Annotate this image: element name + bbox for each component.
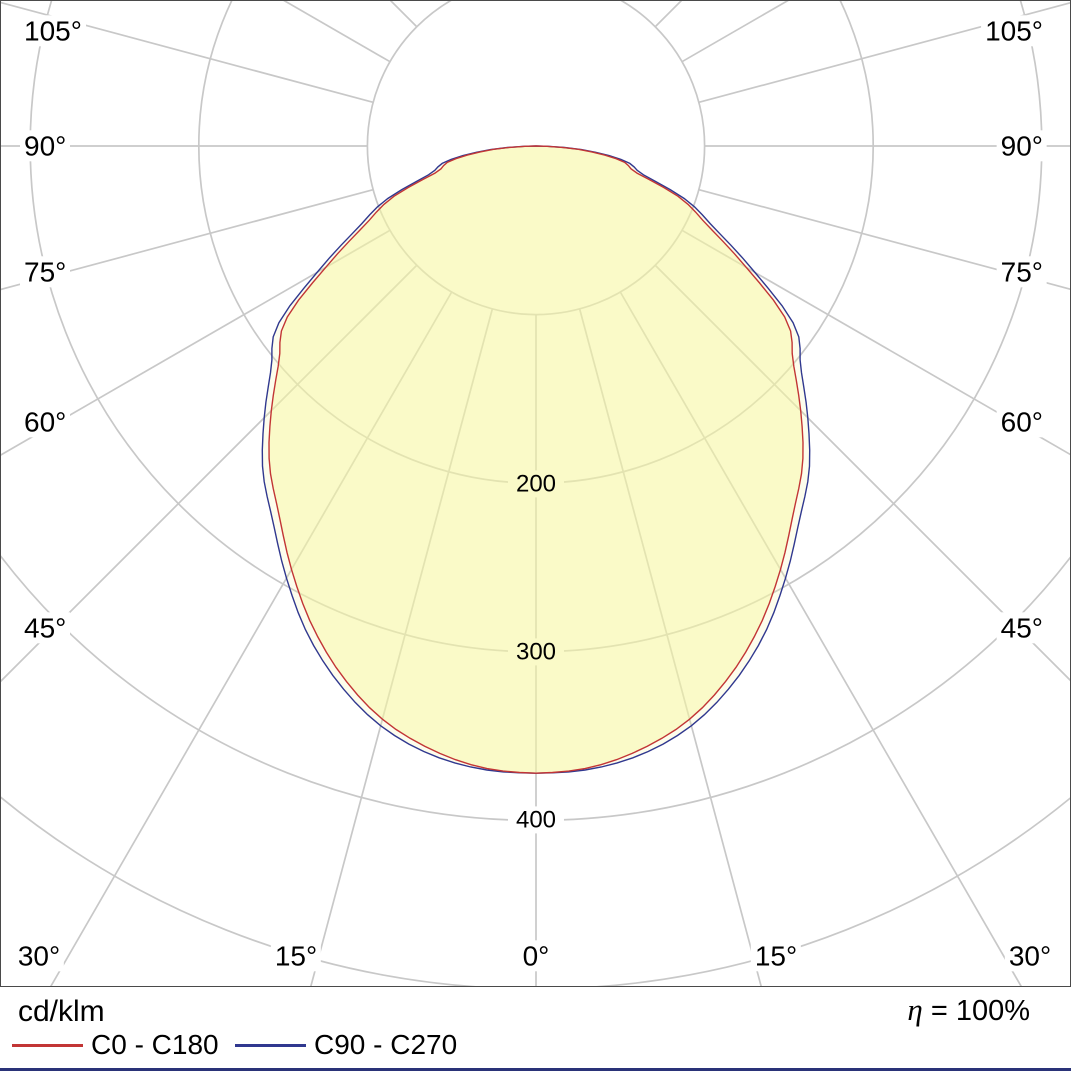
legend-item-c0: C0 - C180 [12, 1031, 219, 1059]
grid-ray-30 [619, 291, 1022, 986]
ring-label-400: 400 [507, 806, 565, 834]
c0-curve [268, 145, 804, 774]
angle-label-right-105: 105° [981, 15, 1047, 47]
plot-labels-layer: 105° 90° 75° 60° 45° 105° 90° 75° 60° 45° 30° 15° 0°… [13, 15, 1056, 972]
angle-label-bottom-1: 15° [270, 940, 322, 972]
grid-ray-75 [1, 188, 374, 291]
angle-label-left-45: 45° [20, 612, 71, 644]
angle-label-left-60: 60° [20, 406, 71, 438]
eta-symbol: η [907, 992, 923, 1027]
angle-label-left-105: 105° [20, 15, 86, 47]
units-label: cd/klm [18, 995, 105, 1028]
grid-ray-15 [578, 308, 762, 986]
angle-label-right-75: 75° [996, 256, 1047, 288]
angle-label-right-45: 45° [996, 612, 1047, 644]
legend-line-c0 [12, 1043, 83, 1047]
angle-label-right-90: 90° [996, 130, 1047, 162]
angle-label-bottom-4: 30° [1004, 940, 1056, 972]
angle-label-left-90: 90° [20, 130, 71, 162]
legend-bar: cd/klm C0 - C180 C90 - C270 η = 100% [0, 987, 1071, 1073]
angle-label-left-75: 75° [20, 256, 71, 288]
angle-label-right-60: 60° [996, 406, 1047, 438]
c0-fill [269, 146, 803, 774]
ring-label-300: 300 [507, 638, 565, 666]
grid-ray-105 [698, 2, 1070, 104]
efficiency-label: η = 100% [907, 992, 1030, 1028]
c90-fill [262, 146, 810, 774]
ring-label-200: 200 [507, 470, 565, 498]
grid-ray-15 [310, 308, 494, 986]
angle-label-bottom-0: 30° [13, 940, 65, 972]
legend-label-c0: C0 - C180 [91, 1029, 219, 1060]
grid-ray-60 [1, 229, 391, 456]
grid-ray-105 [1, 1, 374, 104]
grid-ray-75 [698, 188, 1070, 290]
legend-label-c90: C90 - C270 [314, 1029, 458, 1060]
efficiency-value: = 100% [922, 995, 1030, 1027]
bottom-rule [0, 1068, 1071, 1071]
grid-ray-30 [50, 291, 453, 986]
grid-ray-60 [681, 229, 1070, 456]
angle-label-bottom-2: 0° [518, 940, 554, 972]
angle-label-bottom-3: 15° [750, 940, 802, 972]
legend-item-c90: C90 - C270 [235, 1031, 457, 1059]
legend-line-c90 [235, 1043, 306, 1047]
